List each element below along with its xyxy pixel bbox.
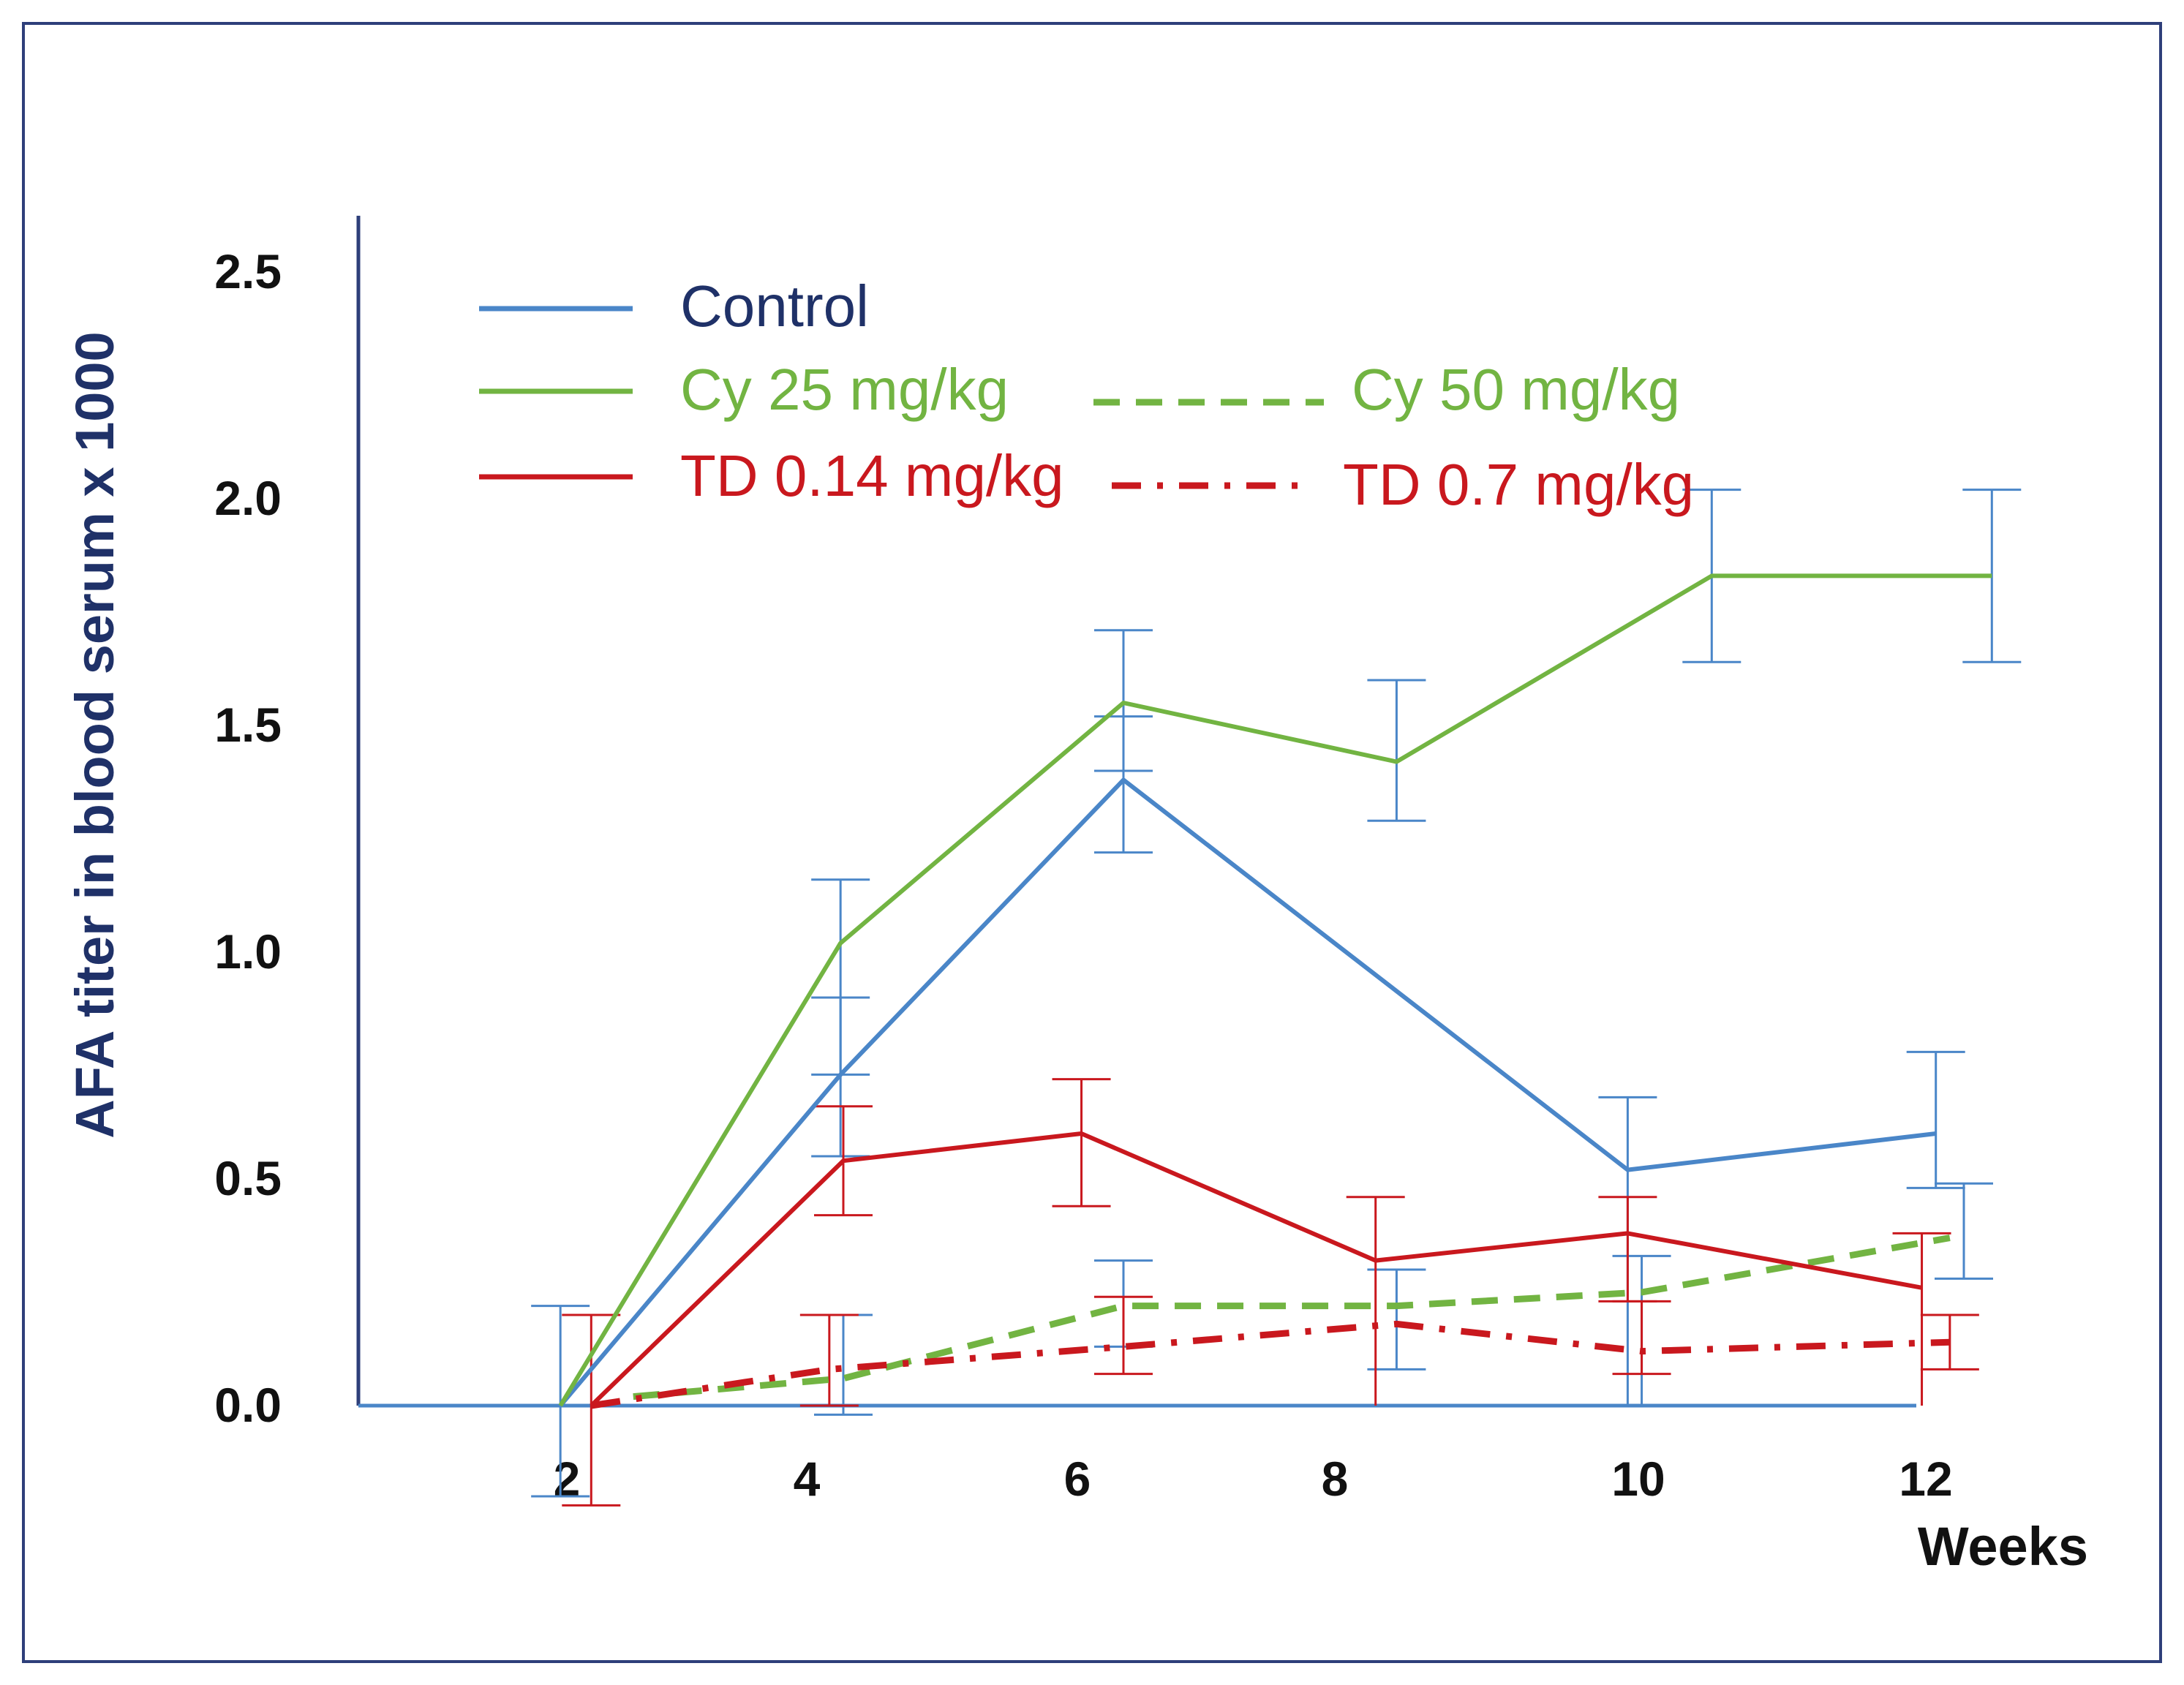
x-tick-label: 2 [554,1452,581,1506]
legend-label-control: Control [680,274,869,339]
y-axis-label: AFA titer in blood serum x 1000 [64,331,125,1138]
y-tick-label: 2.5 [214,244,282,298]
x-tick-label: 12 [1899,1452,1952,1506]
chart-frame [22,22,2162,1663]
legend-label-td07: TD 0.7 mg/kg [1343,452,1694,517]
series-line-cy-25-mg-kg [558,573,1992,1407]
x-tick-label: 4 [794,1452,821,1506]
legend-label-cy25: Cy 25 mg/kg [680,357,1009,422]
y-tick-label: 0.0 [214,1378,282,1432]
x-tick-label: 8 [1322,1452,1349,1506]
series-line-td-0-14-mg-kg [590,1131,1923,1408]
y-tick-label: 1.0 [214,924,282,979]
legend: Control Cy 25 mg/kg Cy 50 mg/kg TD 0.14 … [479,274,1694,517]
series-line-cy-50-mg-kg [633,1234,1951,1401]
y-tick-label: 1.5 [214,698,282,752]
x-axis-label: Weeks [1918,1516,2088,1577]
y-tick-label: 0.5 [214,1151,282,1205]
legend-label-cy50: Cy 50 mg/kg [1352,357,1680,422]
series-line-control [558,777,1937,1407]
x-tick-label: 6 [1064,1452,1091,1506]
legend-label-td014: TD 0.14 mg/kg [680,443,1064,508]
series-line-td-0-7-mg-kg [590,1320,1950,1409]
x-tick-label: 10 [1611,1452,1665,1506]
y-tick-label: 2.0 [214,471,282,525]
